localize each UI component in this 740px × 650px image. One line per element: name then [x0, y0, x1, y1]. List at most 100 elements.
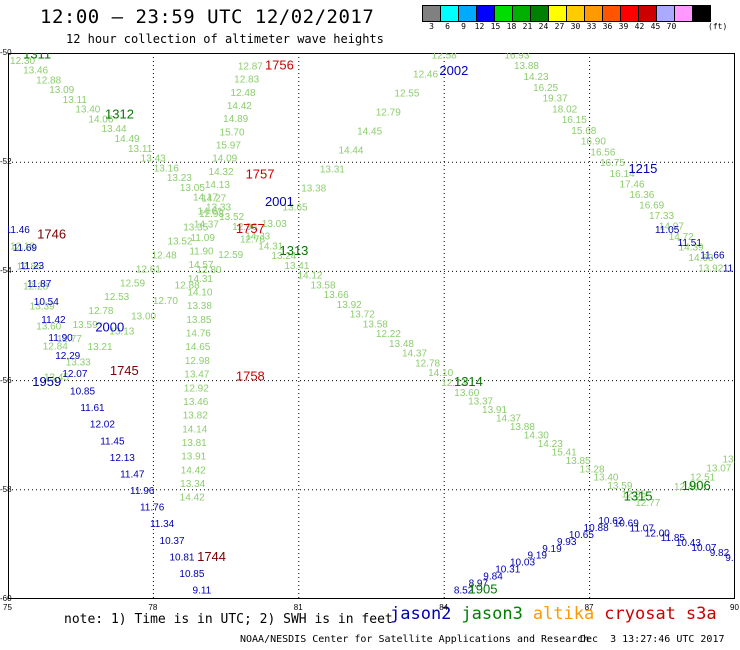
swh-value: 11.66: [700, 251, 725, 262]
swh-value: 14.13: [205, 180, 230, 191]
swh-value: 13.27: [722, 455, 735, 466]
swh-value: 13.45: [44, 373, 69, 384]
swh-value: 13.85: [566, 456, 591, 467]
color-scale-value: 3: [429, 22, 434, 31]
swh-value: 13.38: [187, 301, 212, 312]
tick-label-longitude: 78: [148, 603, 158, 612]
swh-value: 12.86: [17, 262, 42, 273]
pass-time-label: 1757: [236, 221, 265, 236]
swh-value: 10.31: [495, 565, 520, 576]
swh-value: 12.29: [55, 351, 80, 362]
pass-time-label: 1313: [279, 243, 308, 258]
pass-time-label: 1905: [469, 582, 498, 597]
swh-value: 13.21: [88, 342, 113, 353]
swh-value: 12.80: [196, 265, 221, 276]
swh-value: 12.28: [23, 282, 48, 293]
swh-value: 14.42: [181, 465, 206, 476]
color-scale-swatch: [458, 5, 477, 22]
swh-value: 16.25: [533, 83, 558, 94]
swh-value: 16.69: [639, 200, 664, 211]
swh-value: 12.79: [376, 108, 401, 119]
color-scale-value: 12: [474, 22, 485, 31]
color-scale-swatch: [512, 5, 531, 22]
satellite-legend-entry: cryosat: [604, 604, 676, 624]
satellite-legend: jason2 jason3 altika cryosat s3a: [390, 604, 727, 624]
color-scale-value: 6: [445, 22, 450, 31]
swh-value: 14.37: [402, 349, 427, 360]
color-scale-value: 27: [554, 22, 565, 31]
swh-value: 13.59: [73, 320, 98, 331]
pass-time-label: 1756: [265, 57, 294, 72]
swh-value: 12.88: [175, 281, 200, 292]
color-scale-value: 24: [538, 22, 549, 31]
color-scale-value: 45: [650, 22, 661, 31]
color-scale-unit: (ft): [708, 22, 728, 31]
swh-value: 13.13: [109, 327, 134, 338]
swh-value: 11.34: [150, 519, 175, 530]
color-scale-value: 18: [506, 22, 517, 31]
pass-time-label: 1314: [454, 374, 483, 389]
swh-value: 13.37: [468, 396, 493, 407]
color-scale-value: 9: [461, 22, 466, 31]
swh-value: 10.85: [179, 569, 204, 580]
satellite-legend-entry: jason2: [390, 604, 452, 624]
tick-label-latitude: -56: [0, 375, 12, 385]
page-subtitle: 12 hour collection of altimeter wave hei…: [66, 32, 384, 46]
footer-note: note: 1) Time is in UTC; 2) SWH is in fe…: [64, 612, 393, 627]
swh-value: 14.23: [524, 72, 549, 83]
pass-time-label: 1311: [23, 53, 51, 61]
swh-value: 13.11: [63, 95, 88, 106]
swh-value: 14.23: [538, 439, 563, 450]
swh-value: 11.20: [723, 263, 735, 274]
satellite-legend-entry: altika: [532, 604, 595, 624]
swh-value: 14.39: [679, 242, 704, 253]
swh-value: 13.35: [183, 223, 208, 234]
color-scale-value: 33: [586, 22, 597, 31]
swh-value: 14.10: [428, 368, 453, 379]
map-frame: [8, 53, 735, 599]
swh-value: 14.42: [180, 493, 205, 504]
swh-value: 14.89: [223, 114, 248, 125]
swh-value: 14.12: [297, 271, 322, 282]
swh-value: 13.28: [580, 464, 605, 475]
pass-time-label: 1906: [682, 478, 711, 493]
swh-value: 14.65: [185, 342, 210, 353]
swh-value: 13.59: [607, 481, 632, 492]
swh-value: 13.60: [454, 388, 479, 399]
pass-time-label: 1315: [624, 489, 653, 504]
satellite-legend-entry: s3a: [685, 604, 717, 624]
swh-value: 10.85: [70, 387, 95, 398]
swh-value: 9.84: [483, 572, 503, 583]
swh-value: 12.48: [230, 88, 255, 99]
swh-value: 13.46: [23, 66, 48, 77]
swh-value: 13.07: [706, 464, 731, 475]
swh-value: 12.84: [43, 342, 68, 353]
swh-value: 13.33: [206, 202, 231, 213]
swh-value: 17.46: [619, 179, 644, 190]
swh-value: 13.52: [219, 212, 244, 223]
swh-value: 14.06: [88, 114, 113, 125]
swh-value: 12.59: [218, 250, 243, 261]
swh-value: 14.14: [182, 424, 207, 435]
satellite-legend-entry: jason3: [461, 604, 523, 624]
swh-value: 12.73: [441, 378, 466, 389]
swh-value: 10.07: [691, 543, 716, 554]
swh-value: 12.83: [234, 75, 259, 86]
swh-value: 12.88: [36, 75, 61, 86]
tick-label-latitude: -60: [0, 594, 12, 603]
tick-label-longitude: 84: [439, 603, 449, 612]
swh-value: 9.93: [557, 537, 577, 548]
swh-value: 14.27: [201, 193, 226, 204]
swh-value: 13.58: [311, 280, 336, 291]
swh-value: 10.43: [676, 538, 701, 549]
swh-value: 16.56: [590, 147, 615, 158]
swh-value: 12.96: [232, 222, 257, 233]
swh-value: 12.53: [104, 292, 129, 303]
swh-value: 14.30: [524, 430, 549, 441]
swh-value: 16.15: [562, 115, 587, 126]
swh-value: 16.14: [610, 169, 635, 180]
pass-time-label: 1746: [37, 227, 66, 242]
credit-line: NOAA/NESDIS Center for Satellite Applica…: [240, 634, 590, 645]
swh-value: 11.90: [189, 246, 214, 257]
swh-value: 13.23: [167, 173, 192, 184]
